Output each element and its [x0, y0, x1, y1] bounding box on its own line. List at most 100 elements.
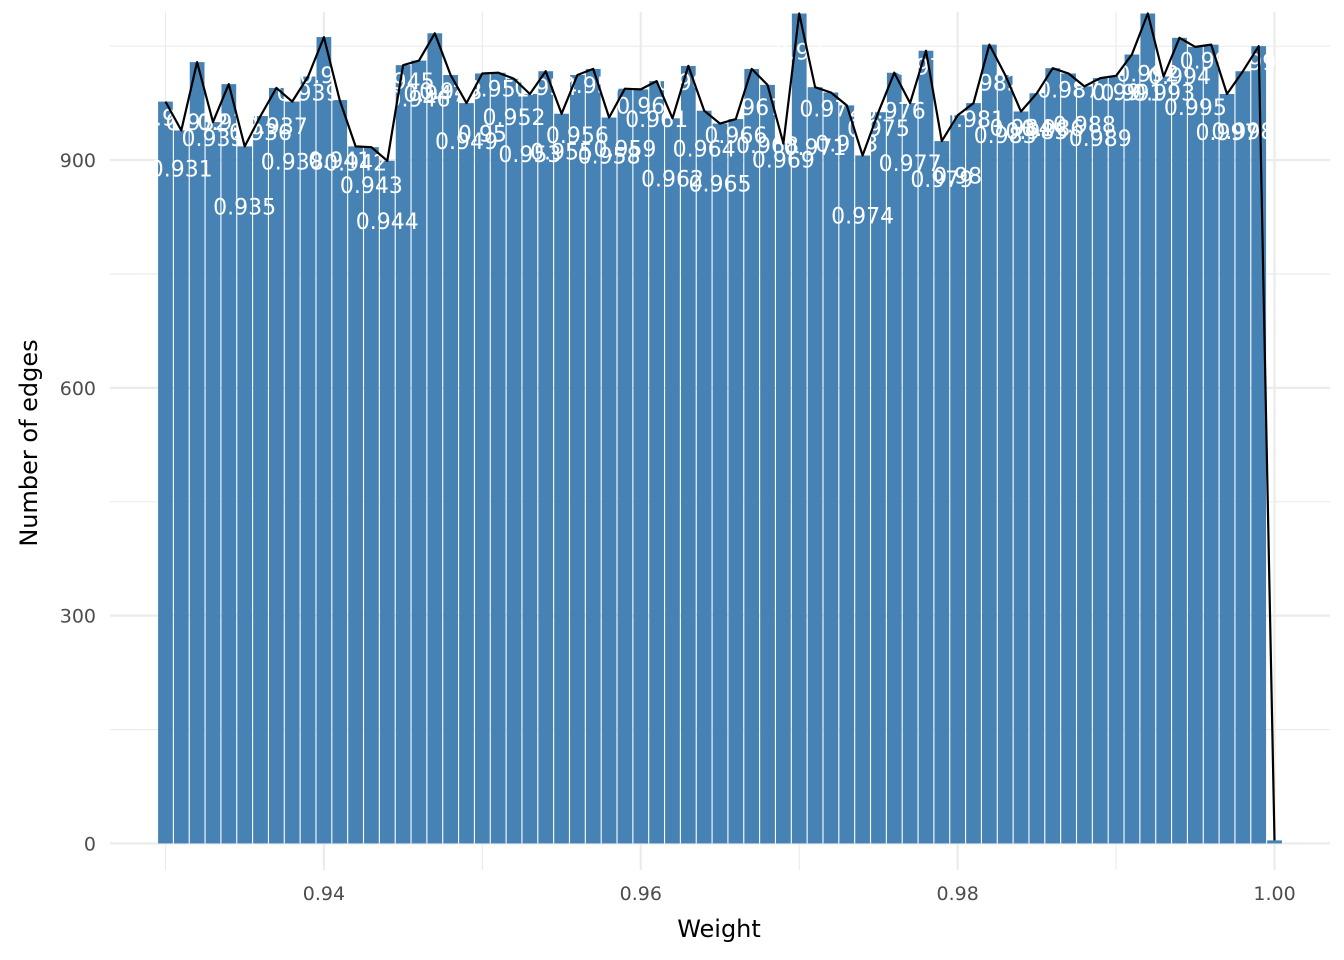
bar [300, 76, 316, 844]
bar-value-label: 0.935 [213, 195, 276, 220]
bar-value-label: 0.947 [403, 82, 466, 107]
bar [633, 89, 649, 844]
bar-value-label: 0.958 [578, 145, 641, 170]
bar [554, 113, 569, 844]
bar [570, 75, 585, 844]
bar [1140, 13, 1156, 844]
x-axis-title: Weight [677, 915, 761, 943]
bar [617, 88, 633, 844]
bar-value-label: 0.964 [673, 138, 736, 163]
bar-value-label: 0.949 [435, 130, 498, 155]
bar [871, 112, 886, 844]
bar [744, 68, 760, 844]
bar-value-labels: 0.930.9310.9320.9330.9340.9350.9360.9370… [141, 41, 1290, 235]
bar-value-label: 0.993 [1132, 82, 1195, 107]
bar [538, 71, 554, 844]
bar-value-label: 0.973 [815, 132, 878, 157]
bar [712, 123, 728, 844]
bar [997, 75, 1013, 844]
bar-value-label: 0.985 [1005, 120, 1068, 145]
bar [1108, 75, 1124, 844]
bar-value-label: 0.945 [372, 70, 435, 95]
bar-value-label: 0.983 [974, 124, 1037, 149]
bar-value-label: 0.934 [197, 111, 260, 136]
bar-value-label: 0.991 [1100, 82, 1163, 107]
bar-value-label: 0.969 [752, 148, 815, 173]
bars [158, 13, 1282, 844]
bar-value-label: 0.941 [308, 149, 371, 174]
bar [902, 103, 918, 844]
bar-value-label: 0.962 [641, 167, 704, 192]
bar [823, 92, 839, 844]
bar-value-label: 0.99 [1092, 81, 1141, 106]
y-axis-tick-labels: 0 300 600 900 [60, 150, 96, 855]
bar-value-label: 0.94 [299, 64, 348, 89]
bar-value-label: 0.997 [1196, 121, 1259, 146]
y-tick-label: 0 [84, 833, 96, 855]
bar-value-label: 0.963 [657, 71, 720, 96]
bar-value-label: 0.998 [1211, 120, 1274, 145]
bar-value-label: 0.953 [498, 143, 561, 168]
bar-value-label: 0.974 [831, 205, 894, 230]
bar-value-label: 0.978 [894, 56, 957, 81]
bar [1029, 93, 1045, 844]
bar-value-label: 0.968 [736, 134, 799, 159]
x-axis-tick-labels: 0.94 0.96 0.98 1.00 [303, 883, 1296, 905]
bar [1172, 37, 1187, 844]
bar-value-label: 0.933 [181, 127, 244, 152]
bar [1219, 94, 1235, 844]
bar-value-label: 0.981 [942, 108, 1005, 133]
bar [696, 110, 712, 844]
bar [221, 84, 237, 844]
bar [585, 68, 601, 844]
bar [1061, 73, 1076, 844]
bar-value-label: 0.976 [863, 100, 926, 125]
bar-value-label: 0.988 [1053, 113, 1116, 138]
bar [1267, 840, 1282, 844]
bar [966, 103, 981, 844]
bar-value-label: 0.957 [562, 74, 625, 99]
x-tick-label: 0.98 [937, 883, 979, 905]
bar [649, 81, 664, 844]
bar [981, 44, 997, 844]
bar-value-label: 0.959 [593, 138, 656, 163]
bar [237, 146, 253, 844]
bar-value-label: 0.971 [784, 136, 847, 161]
x-tick-label: 0.96 [620, 883, 662, 905]
bar [506, 78, 522, 844]
bar-value-label: 0.931 [150, 157, 213, 182]
bar [1156, 76, 1172, 844]
bar-value-label: 0.943 [340, 174, 403, 199]
bar-value-label: 0.939 [277, 82, 340, 107]
bar [459, 103, 474, 844]
bar-value-label: 0.995 [1164, 96, 1227, 121]
bar [1235, 71, 1251, 844]
bar-value-label: 0.961 [625, 108, 688, 133]
bar [411, 60, 427, 844]
bar-value-label: 0.982 [958, 72, 1021, 97]
bar [395, 65, 411, 844]
bar [918, 50, 934, 844]
bar-value-label: 0.989 [1069, 127, 1132, 152]
bar [490, 72, 506, 844]
bar-value-label: 0.984 [990, 116, 1053, 141]
bar-value-label: 0.95 [458, 123, 507, 148]
bar [443, 75, 459, 844]
bar [839, 105, 855, 844]
y-axis-title: Number of edges [15, 339, 43, 546]
bar-value-label: 0.952 [483, 106, 546, 131]
bar [1203, 44, 1219, 844]
y-tick-label: 600 [60, 378, 96, 400]
bar [934, 141, 950, 844]
bar [1092, 78, 1108, 844]
bar [158, 101, 173, 844]
bar-value-label: 0.979 [910, 168, 973, 193]
bar [1124, 54, 1140, 844]
frequency-line [164, 12, 1276, 841]
bar [379, 160, 395, 844]
bar-value-label: 0.965 [689, 173, 752, 198]
bar [760, 84, 775, 844]
bar-value-label: 0.96 [616, 94, 665, 119]
bar-value-label: 0.938 [261, 151, 324, 176]
bar [522, 94, 538, 844]
